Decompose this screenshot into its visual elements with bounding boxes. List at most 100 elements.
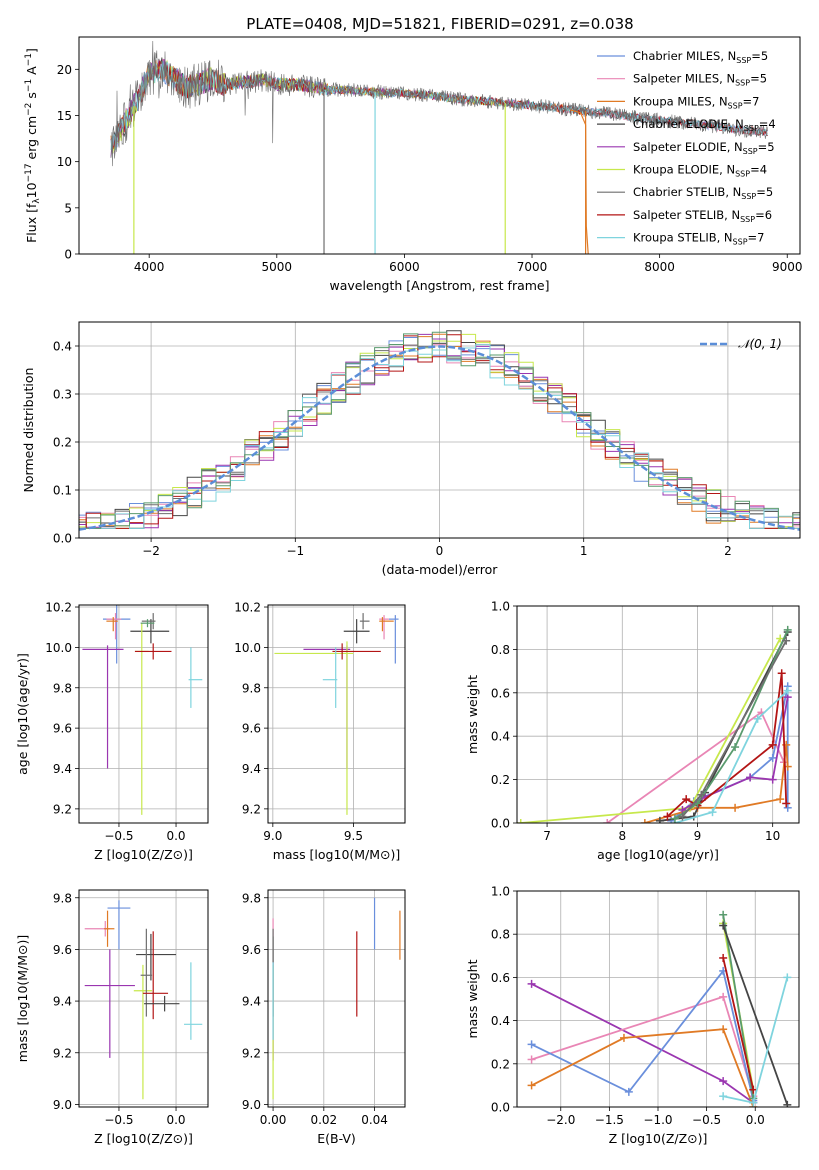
errorbar-point — [142, 931, 169, 1020]
weight-marker — [640, 819, 649, 823]
legend-label-main: Chabrier MILES, N — [633, 49, 736, 63]
grid-z-weight — [517, 890, 799, 1108]
y-tick-label: 9.0 — [53, 1098, 72, 1112]
weight-line-7 — [674, 689, 789, 823]
x-tick-label: 0.04 — [361, 1113, 388, 1127]
weight-marker — [753, 714, 762, 723]
grid-z-age — [79, 605, 208, 823]
legend-label: Chabrier MILES, NSSP=5 — [633, 49, 768, 65]
axes-frame — [267, 604, 406, 824]
y-label-part: s — [24, 92, 39, 103]
weight-marker — [719, 1077, 728, 1086]
x-tick-label: 0.0 — [746, 1113, 765, 1127]
normal-curve — [79, 345, 800, 531]
y-tick-label: 0.0 — [53, 532, 72, 546]
y-tick-label: 9.2 — [53, 1046, 72, 1060]
weight-marker — [719, 1092, 728, 1101]
weight-marker — [719, 921, 728, 930]
legend-label-tail: =4 — [759, 117, 776, 131]
weight-line-3 — [531, 1028, 755, 1107]
x-tick-label: 10 — [765, 829, 780, 843]
x-tick-label: 5000 — [262, 260, 293, 274]
grid-ebv-mass — [268, 890, 405, 1107]
x-axis-label: Z [log10(Z/Z⊙)] — [94, 1131, 193, 1146]
errorbar-point — [84, 949, 135, 1058]
legend-label-main: Salpeter MILES, N — [633, 72, 735, 86]
plot-area-mass-age — [274, 613, 399, 815]
figure-title: PLATE=0408, MJD=51821, FIBERID=0291, z=0… — [246, 15, 633, 33]
legend-label-sub: SSP — [743, 147, 758, 156]
y-tick-label: 0.4 — [53, 340, 72, 354]
axes-z-age: −0.5 0.0 9.2 9.4 9.6 9.8 10.0 10.2 Z [log10(Z/Z⊙… — [15, 601, 209, 862]
errorbar-point — [141, 613, 156, 630]
y-tick-label: 0.4 — [491, 730, 510, 744]
weight-marker — [731, 743, 740, 752]
errorbar-point — [379, 617, 394, 632]
weight-marker — [783, 803, 792, 812]
axes-frame — [516, 890, 800, 1108]
x-tick-label: 9.0 — [263, 829, 282, 843]
weight-marker — [719, 953, 728, 962]
weight-marker — [708, 808, 717, 817]
legend-label-sub: SSP — [728, 101, 743, 110]
weight-line-0 — [531, 983, 754, 1104]
y-tick-label: 10.0 — [45, 641, 72, 655]
y-tick-label: 9.2 — [242, 802, 261, 816]
weight-marker — [782, 799, 791, 808]
weight-marker — [783, 1100, 792, 1107]
residual-legend: 𝒩(0, 1) — [700, 337, 782, 351]
y-tick-label: 0.4 — [491, 1014, 510, 1028]
errorbar-point — [303, 645, 351, 769]
spectrum-line-6 — [110, 40, 769, 167]
x-tick-label: 9.5 — [344, 829, 363, 843]
x-axis-label: age [log10(age/yr)] — [597, 847, 719, 862]
legend-label-main: Salpeter STELIB, N — [633, 208, 740, 222]
y-label-part: A — [24, 66, 39, 79]
x-tick-label: −1 — [286, 544, 304, 558]
y-tick-label: 9.4 — [242, 995, 261, 1009]
errorbar-point — [359, 613, 370, 630]
errorbar-point — [106, 617, 118, 632]
y-label-part: erg cm — [24, 116, 39, 164]
axes-frame — [78, 321, 801, 539]
axes-age-weight: 7 8 9 10 0.0 0.2 0.4 0.6 0.8 1.0 age [log10(age/yr… — [465, 600, 800, 862]
y-tick-label: 9.6 — [242, 943, 261, 957]
weight-marker — [731, 803, 740, 812]
weight-marker — [783, 625, 792, 634]
grid-mass-age — [268, 605, 405, 823]
x-tick-label: −0.5 — [104, 1113, 133, 1127]
axes-ebv-mass: 0.00 0.02 0.04 9.0 9.2 9.4 9.6 9.8 E(B-V) — [242, 889, 406, 1146]
plot-area-z-age — [82, 605, 203, 815]
plot-area-ebv-mass — [272, 897, 401, 1100]
y-tick-label: 9.8 — [53, 681, 72, 695]
weight-marker — [783, 686, 792, 695]
y-tick-label: 0.6 — [491, 686, 510, 700]
legend-label: Kroupa ELODIE, NSSP=4 — [633, 163, 767, 179]
legend-label: Kroupa STELIB, NSSP=7 — [633, 231, 764, 247]
y-tick-label: 9.0 — [242, 1098, 261, 1112]
y-tick-label: 0.1 — [53, 484, 72, 498]
axes-spectrum: 4000 5000 6000 7000 8000 9000 0 5 10 15 20 waveleng… — [24, 36, 803, 293]
weight-line-2 — [644, 744, 789, 823]
y-tick-label: 9.4 — [53, 762, 72, 776]
legend-label: Kroupa MILES, NSSP=7 — [633, 94, 759, 110]
legend-label-tail: =6 — [755, 208, 772, 222]
legend-label-tail: =7 — [743, 94, 760, 108]
y-tick-label: 0 — [64, 248, 72, 262]
errorbar-point — [82, 645, 124, 769]
y-axis-label: mass weight — [465, 959, 480, 1038]
legend-label-tail: =7 — [748, 231, 765, 245]
x-tick-label: 8 — [618, 829, 626, 843]
legend-label: Salpeter STELIB, NSSP=6 — [633, 208, 772, 224]
weight-line-6 — [666, 673, 788, 818]
legend-label-sub: SSP — [736, 56, 751, 65]
weight-marker — [768, 775, 777, 784]
weight-line-7 — [722, 957, 755, 1090]
axes-mass-age: 9.0 9.5 9.2 9.4 9.6 9.8 10.0 10.2 mass [log10(M/… — [234, 601, 406, 862]
x-tick-label: −1.0 — [643, 1113, 672, 1127]
weight-marker — [678, 812, 687, 821]
errorbar-point — [104, 910, 115, 947]
axes-frame — [516, 605, 800, 824]
y-tick-label: 9.6 — [242, 722, 261, 736]
